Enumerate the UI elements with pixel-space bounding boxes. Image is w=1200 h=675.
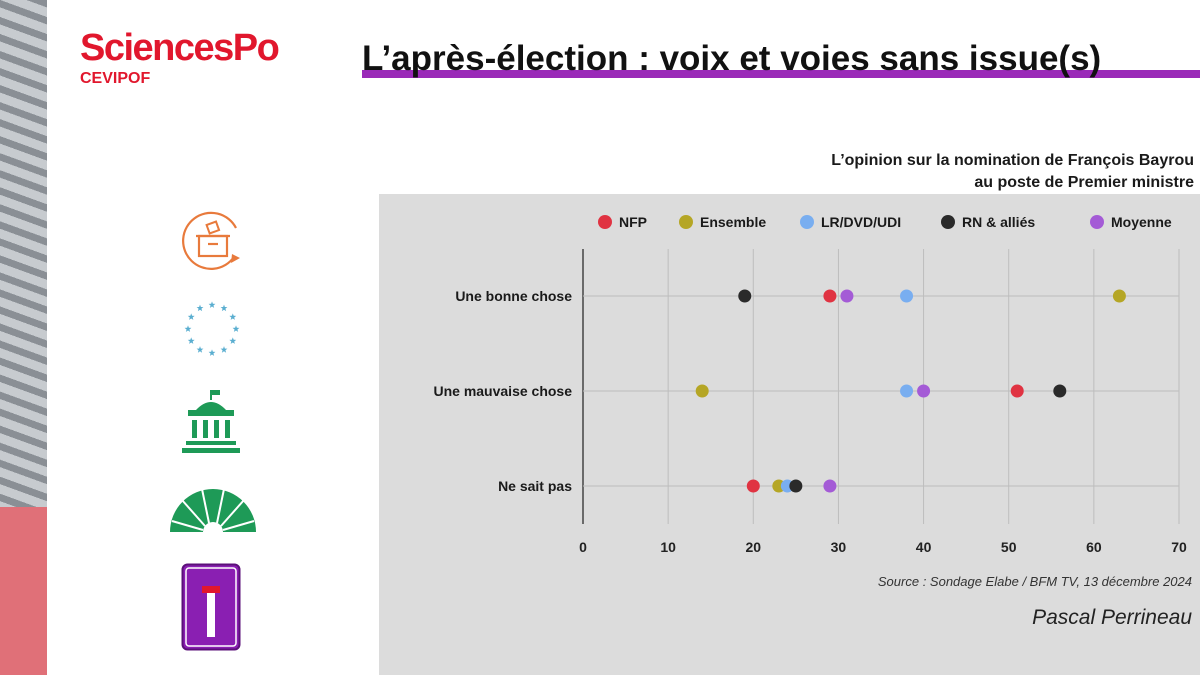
x-tick-label: 40 <box>916 539 932 555</box>
chart-title-line-2: au poste de Premier ministre <box>974 174 1194 191</box>
data-point <box>917 384 931 398</box>
eu-star <box>229 313 237 320</box>
government-building-icon <box>182 390 240 453</box>
data-point <box>695 384 709 398</box>
legend-marker <box>941 215 955 229</box>
eu-star <box>208 349 216 356</box>
legend-label: Ensemble <box>700 214 766 230</box>
data-point <box>1053 384 1067 398</box>
eu-star <box>220 304 228 312</box>
eu-star <box>220 346 228 353</box>
eu-star <box>229 337 237 344</box>
x-tick-label: 60 <box>1086 539 1102 555</box>
data-point <box>900 289 914 303</box>
logo-main-text: SciencesPo <box>80 27 280 69</box>
eu-star <box>208 301 216 308</box>
chart-title-line-1: L’opinion sur la nomination de François … <box>831 152 1194 169</box>
data-point <box>840 289 854 303</box>
chart-panel <box>379 194 1200 675</box>
chart-category-labels: Une bonne chose Une mauvaise chose Ne sait… <box>433 288 572 494</box>
sciencespo-logo: SciencesPo CEVIPOF <box>80 27 280 88</box>
legend-label: LR/DVD/UDI <box>821 214 901 230</box>
legend-marker <box>679 215 693 229</box>
eu-star <box>184 325 192 332</box>
eu-star <box>187 337 195 344</box>
x-axis-tick-labels: 0 10 20 30 40 50 60 70 <box>579 539 1187 555</box>
legend-label: Moyenne <box>1111 214 1172 230</box>
x-tick-label: 50 <box>1001 539 1017 555</box>
category-label: Ne sait pas <box>498 478 572 494</box>
chart-points <box>695 289 1126 493</box>
x-tick-label: 30 <box>831 539 847 555</box>
legend-marker <box>800 215 814 229</box>
sunburst-pattern <box>0 0 47 507</box>
category-label: Une mauvaise chose <box>433 383 572 399</box>
data-point <box>738 289 752 303</box>
data-point <box>1010 384 1024 398</box>
decorative-side-band <box>0 0 47 675</box>
data-point <box>789 479 803 493</box>
eu-star <box>232 325 240 332</box>
ballot-box-icon <box>182 211 240 270</box>
logo-sub-text: CEVIPOF <box>80 70 151 87</box>
pink-block <box>0 507 47 675</box>
author-name: Pascal Perrineau <box>1032 606 1192 629</box>
dot-plot-chart: NFP Ensemble LR/DVD/UDI RN & alliés Moyenne … <box>433 214 1187 555</box>
legend-label: NFP <box>619 214 647 230</box>
chart-legend: NFP Ensemble LR/DVD/UDI RN & alliés Moyenne <box>598 214 1172 230</box>
eu-star <box>187 313 195 320</box>
x-tick-label: 20 <box>745 539 761 555</box>
eu-star <box>196 346 204 353</box>
chart-grid <box>582 249 1180 524</box>
category-label: Une bonne chose <box>455 288 572 304</box>
parliament-hemicycle-icon <box>170 488 256 532</box>
x-tick-label: 70 <box>1171 539 1187 555</box>
page-title: L’après-élection : voix et voies sans is… <box>362 39 1102 78</box>
data-point <box>823 479 837 493</box>
source-note: Source : Sondage Elabe / BFM TV, 13 déce… <box>877 574 1192 589</box>
data-point <box>900 384 914 398</box>
legend-marker <box>1090 215 1104 229</box>
legend-marker <box>598 215 612 229</box>
eu-star <box>196 304 204 312</box>
chart-title: L’opinion sur la nomination de François … <box>831 150 1194 194</box>
data-point <box>746 479 760 493</box>
dead-end-sign-icon <box>181 563 241 651</box>
data-point <box>823 289 837 303</box>
x-tick-label: 10 <box>660 539 676 555</box>
data-point <box>1112 289 1126 303</box>
x-tick-label: 0 <box>579 539 587 555</box>
legend-label: RN & alliés <box>962 214 1035 230</box>
eu-stars-icon <box>184 301 240 356</box>
